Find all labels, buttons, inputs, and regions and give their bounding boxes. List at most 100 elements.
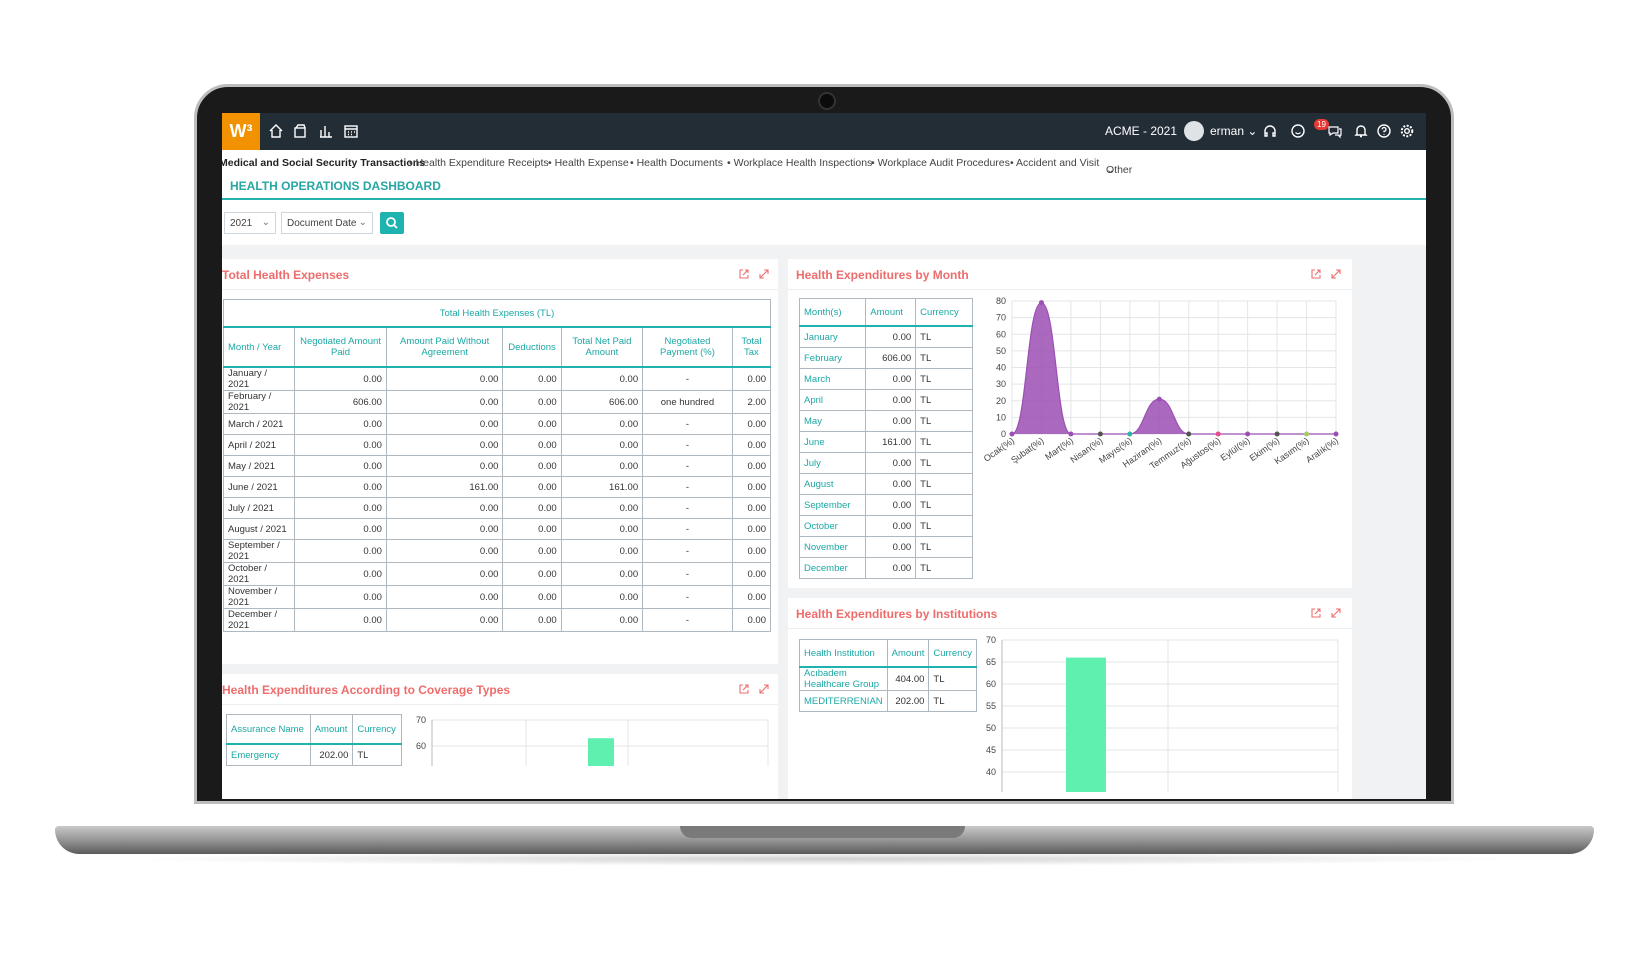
headset-icon[interactable] [1262, 123, 1278, 139]
table-row[interactable]: August 0.00 TL [798, 473, 973, 495]
smile-icon[interactable] [1290, 123, 1306, 139]
table-cell: 2.00 [731, 390, 772, 414]
table-caption: Total Health Expenses (TL) [223, 299, 771, 328]
table-cell: 0.00 [560, 413, 644, 435]
column-header: Total Net Paid Amount [560, 326, 644, 368]
table-row[interactable]: May / 2021 0.00 0.00 0.00 0.00-0.00 [222, 455, 772, 477]
company-selector[interactable]: ACME - 2021 [1105, 124, 1178, 138]
table-cell: April / 2021 [222, 434, 296, 456]
menu-item-accident-visit[interactable]: • Accident and Visit [1010, 157, 1100, 169]
y-tick-label: 70 [996, 313, 1006, 323]
table-row[interactable]: MEDITERRENIAN 202.00 TL [799, 690, 977, 712]
chevron-down-icon: ⌄ [1247, 124, 1258, 138]
user-menu[interactable]: erman ⌄ [1210, 124, 1257, 138]
table-cell: 0.00 [502, 455, 562, 477]
total-expenses-card: Total Health Expenses Total Health Expen… [222, 259, 778, 664]
table-row[interactable]: July / 2021 0.00 0.00 0.00 0.00-0.00 [222, 497, 772, 519]
expand-icon[interactable] [758, 682, 770, 694]
institution-title: Health Expenditures by Institutions [796, 607, 998, 621]
table-cell: 0.00 [865, 389, 917, 411]
notification-count-badge: 19 [1314, 119, 1329, 130]
table-cell: TL [915, 389, 973, 411]
table-row[interactable]: October 0.00 TL [798, 515, 973, 537]
table-row[interactable]: September / 2021 0.00 0.00 0.00 0.00-0.00 [222, 539, 772, 563]
table-cell: January [798, 325, 867, 348]
table-cell: 0.00 [385, 608, 504, 632]
table-cell: 0.00 [502, 562, 562, 586]
table-row[interactable]: February 606.00 TL [798, 347, 973, 369]
date-type-select[interactable]: Document Date ⌄ [281, 212, 373, 234]
expand-icon[interactable] [1330, 606, 1342, 618]
expand-icon[interactable] [758, 267, 770, 279]
table-cell: February [798, 347, 867, 369]
home-icon[interactable] [268, 123, 284, 139]
table-row[interactable]: November 0.00 TL [798, 536, 973, 558]
expand-icon[interactable] [1330, 267, 1342, 279]
table-cell: June [798, 431, 867, 453]
export-icon[interactable] [738, 682, 750, 694]
menu-item-health-documents[interactable]: • Health Documents [630, 157, 723, 169]
table-row[interactable]: December 0.00 TL [798, 557, 973, 579]
table-cell: 0.00 [560, 585, 644, 609]
search-icon [386, 217, 398, 229]
table-row[interactable]: June 161.00 TL [798, 431, 973, 453]
menu-item-receipts[interactable]: • Health Expenditure Receipts [409, 157, 549, 169]
table-cell: 0.00 [294, 476, 387, 498]
table-row[interactable]: August / 2021 0.00 0.00 0.00 0.00-0.00 [222, 518, 772, 540]
table-cell: December / 2021 [222, 608, 296, 632]
year-select[interactable]: 2021 ⌄ [224, 212, 276, 234]
table-cell: January / 2021 [222, 366, 296, 391]
table-row[interactable]: November / 2021 0.00 0.00 0.00 0.00-0.00 [222, 585, 772, 609]
bell-icon[interactable] [1353, 123, 1369, 139]
table-row[interactable]: March / 2021 0.00 0.00 0.00 0.00-0.00 [222, 413, 772, 435]
table-cell: TL [915, 325, 973, 348]
table-row[interactable]: February / 2021 606.00 0.00 0.00 606.00 one h… [222, 390, 772, 414]
table-cell: 0.00 [731, 366, 772, 391]
table-row[interactable]: April / 2021 0.00 0.00 0.00 0.00-0.00 [222, 434, 772, 456]
menu-item-medical[interactable]: Medical and Social Security Transactions [222, 157, 425, 169]
table-row[interactable]: January / 2021 0.00 0.00 0.00 0.00-0.00 [222, 366, 772, 391]
table-cell: 0.00 [294, 562, 387, 586]
table-row[interactable]: September 0.00 TL [798, 494, 973, 516]
help-icon[interactable] [1376, 123, 1392, 139]
table-row[interactable]: April 0.00 TL [798, 389, 973, 411]
box-icon[interactable] [292, 123, 308, 139]
menu-item-health-expense[interactable]: • Health Expense [548, 157, 629, 169]
table-row[interactable]: December / 2021 0.00 0.00 0.00 0.00-0.00 [222, 608, 772, 632]
export-icon[interactable] [1310, 267, 1322, 279]
bar-chart-icon[interactable] [318, 123, 334, 139]
table-cell: one hundred [642, 390, 733, 414]
coverage-table: Assurance Name Amount Currency Emergency… [226, 714, 402, 766]
table-cell: 0.00 [560, 434, 644, 456]
calendar-icon[interactable] [343, 123, 359, 139]
table-row[interactable]: January 0.00 TL [798, 325, 973, 348]
table-row[interactable]: October / 2021 0.00 0.00 0.00 0.00-0.00 [222, 562, 772, 586]
app-logo[interactable]: W³ [222, 113, 260, 150]
avatar[interactable] [1184, 121, 1204, 141]
bar [1066, 657, 1106, 792]
table-cell: 0.00 [560, 455, 644, 477]
table-row[interactable]: Acıbadem Healthcare Group 404.00 TL [799, 666, 977, 691]
table-cell: 0.00 [731, 562, 772, 586]
data-point [1186, 431, 1192, 437]
search-button[interactable] [380, 212, 404, 234]
column-header: Total Tax [731, 326, 772, 368]
export-icon[interactable] [1310, 606, 1322, 618]
y-tick-label: 10 [996, 412, 1006, 422]
table-row[interactable]: May 0.00 TL [798, 410, 973, 432]
table-cell: 0.00 [502, 608, 562, 632]
table-row[interactable]: Emergency 202.00 TL [226, 743, 402, 766]
export-icon[interactable] [738, 267, 750, 279]
table-cell: 0.00 [385, 455, 504, 477]
table-cell: 0.00 [294, 608, 387, 632]
gear-icon[interactable] [1399, 123, 1415, 139]
card-divider [788, 289, 1352, 290]
table-row[interactable]: July 0.00 TL [798, 452, 973, 474]
table-cell: October [798, 515, 867, 537]
menu-item-workplace-inspections[interactable]: • Workplace Health Inspections [727, 157, 873, 169]
table-row[interactable]: June / 2021 0.00 161.00 0.00 161.00-0.00 [222, 476, 772, 498]
menu-item-audit-procedures[interactable]: • Workplace Audit Procedures [871, 157, 1010, 169]
chat-icon[interactable] [1327, 123, 1343, 139]
y-tick-label: 50 [996, 346, 1006, 356]
table-row[interactable]: March 0.00 TL [798, 368, 973, 390]
